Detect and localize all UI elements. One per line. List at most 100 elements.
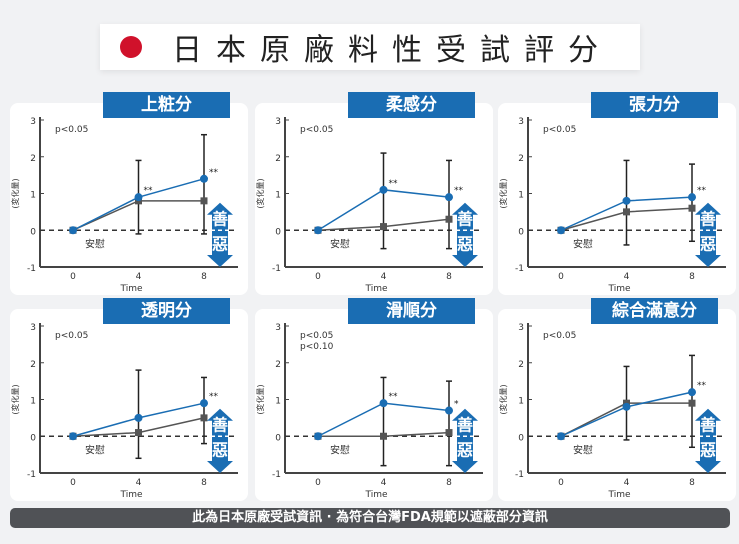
y-tick-label: -1 xyxy=(515,470,524,480)
chart-panel: 柔感分 -1 0 1 2 3 0 4 8 Time (変化量) p<0.05 安慰 ** ** 善惡 xyxy=(245,92,493,302)
better-worse-arrow-icon: 善惡 xyxy=(452,408,478,473)
p-value-note: p<0.05 xyxy=(543,331,576,341)
footer-notice: 此為日本原廠受試資訊 · 為符合台灣FDA規範以遮蔽部分資訊 xyxy=(10,508,730,528)
y-axis-label: (変化量) xyxy=(255,178,265,208)
x-tick-label: 8 xyxy=(201,272,207,282)
y-tick-label: 0 xyxy=(518,227,524,237)
y-tick-label: 2 xyxy=(275,154,281,164)
treatment-point xyxy=(200,399,208,408)
p-value-note: p<0.10 xyxy=(300,342,334,352)
chart-svg: -1 0 1 2 3 0 4 8 Time (変化量) p<0.05 安慰 ** 善惡 xyxy=(10,323,238,500)
x-axis-label: Time xyxy=(608,490,631,500)
treatment-point xyxy=(379,399,388,408)
treatment-point xyxy=(622,196,631,205)
placebo-label: 安慰 xyxy=(85,237,105,250)
y-axis-label: (変化量) xyxy=(498,178,508,208)
x-tick-label: 4 xyxy=(136,478,142,488)
y-axis-label: (変化量) xyxy=(10,178,20,208)
y-tick-label: 2 xyxy=(30,154,36,164)
chart-title: 滑順分 xyxy=(348,298,475,324)
x-tick-label: 4 xyxy=(381,478,387,488)
x-tick-label: 0 xyxy=(558,478,564,488)
x-tick-label: 4 xyxy=(624,272,630,282)
x-tick-label: 4 xyxy=(136,272,142,282)
double-arrow-shape xyxy=(452,202,478,267)
treatment-point xyxy=(314,226,322,235)
x-tick-label: 8 xyxy=(201,478,207,488)
better-label: 善 xyxy=(212,415,228,434)
page-title: 日本原廠料性受試評分 xyxy=(172,33,612,68)
chart-card xyxy=(10,103,248,295)
significance-mark: ** xyxy=(144,186,154,196)
better-label: 善 xyxy=(700,209,716,228)
y-tick-label: 1 xyxy=(30,397,36,407)
chart-title: 透明分 xyxy=(103,298,230,324)
y-tick-label: 0 xyxy=(275,227,281,237)
chart-panel: 透明分 -1 0 1 2 3 0 4 8 Time (変化量) p<0.05 安慰 ** 善惡 xyxy=(0,298,248,508)
placebo-point xyxy=(200,414,208,422)
placebo-point xyxy=(623,208,630,216)
worse-label: 惡 xyxy=(700,440,716,459)
treatment-point xyxy=(445,406,453,415)
significance-mark: ** xyxy=(209,168,219,178)
chart-svg: -1 0 1 2 3 0 4 8 Time (変化量) p<0.05 安慰 ** ** 善惡 xyxy=(255,117,483,294)
treatment-point xyxy=(134,193,143,202)
x-tick-label: 0 xyxy=(315,272,321,282)
x-tick-label: 8 xyxy=(689,478,695,488)
x-tick-label: 0 xyxy=(315,478,321,488)
chart-svg: -1 0 1 2 3 0 4 8 Time (変化量) p<0.05 安慰 ** ** 善惡 xyxy=(10,117,238,294)
x-tick-label: 4 xyxy=(624,478,630,488)
better-label: 善 xyxy=(212,209,228,228)
treatment-point xyxy=(134,413,143,422)
double-arrow-shape xyxy=(452,408,478,473)
better-worse-arrow-icon: 善惡 xyxy=(207,202,233,267)
y-tick-label: -1 xyxy=(272,470,281,480)
treatment-point xyxy=(688,388,696,397)
chart-card xyxy=(498,309,736,501)
y-tick-label: 2 xyxy=(518,154,524,164)
p-value-note: p<0.05 xyxy=(300,125,333,135)
chart-card xyxy=(10,309,248,501)
worse-label: 惡 xyxy=(212,234,228,253)
placebo-point xyxy=(200,197,208,205)
chart-card xyxy=(255,103,493,295)
placebo-label: 安慰 xyxy=(330,443,350,456)
x-axis-label: Time xyxy=(365,284,388,294)
double-arrow-shape xyxy=(695,408,721,473)
x-axis-label: Time xyxy=(120,284,143,294)
p-value-note: p<0.05 xyxy=(55,331,88,341)
y-tick-label: -1 xyxy=(272,264,281,274)
placebo-label: 安慰 xyxy=(85,443,105,456)
y-tick-label: 3 xyxy=(275,117,281,127)
placebo-point xyxy=(380,432,387,440)
x-axis-label: Time xyxy=(365,490,388,500)
x-tick-label: 8 xyxy=(689,272,695,282)
placebo-label: 安慰 xyxy=(573,443,593,456)
x-axis-label: Time xyxy=(608,284,631,294)
treatment-point xyxy=(379,185,388,194)
p-value-note: p<0.05 xyxy=(55,125,88,135)
y-tick-label: 0 xyxy=(30,227,36,237)
y-axis-label: (変化量) xyxy=(10,384,20,414)
placebo-point xyxy=(380,223,387,231)
y-tick-label: -1 xyxy=(515,264,524,274)
p-value-note: p<0.05 xyxy=(543,125,576,135)
double-arrow-shape xyxy=(207,408,233,473)
y-tick-label: 3 xyxy=(275,323,281,333)
better-worse-arrow-icon: 善惡 xyxy=(207,408,233,473)
treatment-point xyxy=(557,226,565,235)
significance-mark: ** xyxy=(697,186,707,196)
better-worse-arrow-icon: 善惡 xyxy=(452,202,478,267)
double-arrow-shape xyxy=(695,202,721,267)
chart-panel: 上粧分 -1 0 1 2 3 0 4 8 Time (変化量) p<0.05 安慰 ** ** 善惡 xyxy=(0,92,248,302)
chart-title: 上粧分 xyxy=(103,92,230,118)
significance-mark: ** xyxy=(454,186,464,196)
y-tick-label: 0 xyxy=(275,433,281,443)
placebo-label: 安慰 xyxy=(573,237,593,250)
placebo-point xyxy=(688,399,696,407)
treatment-point xyxy=(622,402,631,411)
y-tick-label: 0 xyxy=(518,433,524,443)
x-tick-label: 0 xyxy=(70,272,76,282)
x-tick-label: 8 xyxy=(446,478,452,488)
